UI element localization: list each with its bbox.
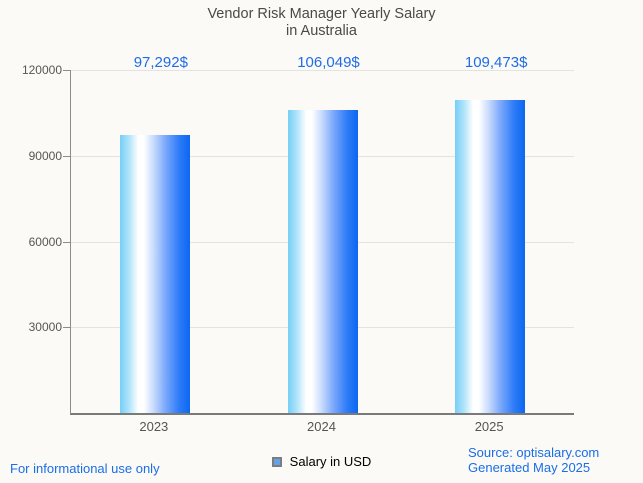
y-tick-label-30000: 30000: [28, 320, 62, 335]
value-label-2024: 106,049$: [297, 54, 360, 71]
y-tick-label-120000: 120000: [21, 63, 62, 77]
y-tick-120000: [63, 70, 70, 71]
y-tick-label-90000: 90000: [28, 148, 62, 163]
plot-area: [63, 70, 574, 415]
y-tick-label-60000: 60000: [28, 234, 62, 249]
x-category-label-2025: 2025: [474, 419, 504, 434]
generated-line: Generated May 2025: [468, 460, 591, 475]
value-label-2023: 97,292$: [133, 54, 188, 71]
source-line: Source: optisalary.com: [468, 445, 600, 460]
y-tick-30000: [63, 327, 70, 329]
gridline-120000: [71, 70, 574, 71]
y-tick-60000: [63, 241, 70, 243]
chart-title-line1: Vendor Risk Manager Yearly Salary: [207, 6, 436, 22]
chart-title-line2: in Australia: [286, 23, 357, 39]
chart-title: Vendor Risk Manager Yearly Salary in Aus…: [0, 6, 643, 40]
legend-label: Salary in USD: [289, 454, 372, 469]
x-category-label-2024: 2024: [307, 419, 336, 434]
legend-marker-icon: [271, 456, 282, 467]
legend: Salary in USD: [0, 455, 643, 468]
bar-2023: [119, 134, 190, 413]
value-label-2025: 109,473$: [464, 54, 528, 71]
footer-disclaimer: For informational use only: [10, 461, 160, 476]
bar-2025: [455, 100, 526, 413]
footer-source: Source: optisalary.com Generated May 202…: [468, 445, 599, 475]
bar-2024: [287, 109, 358, 413]
x-category-label-2023: 2023: [139, 419, 169, 434]
y-tick-90000: [63, 155, 70, 157]
